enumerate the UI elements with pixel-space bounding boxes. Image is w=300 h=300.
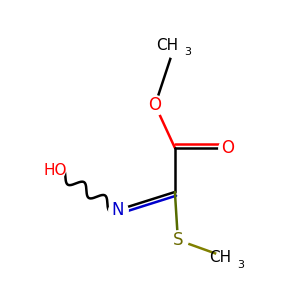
Text: O: O [148, 96, 162, 114]
Text: CH: CH [156, 38, 178, 52]
Text: N: N [112, 201, 124, 219]
Text: HO: HO [43, 163, 67, 178]
Text: S: S [173, 231, 183, 249]
Text: O: O [221, 139, 235, 157]
Text: 3: 3 [184, 46, 191, 57]
Text: CH: CH [209, 250, 232, 266]
Text: 3: 3 [237, 260, 244, 270]
